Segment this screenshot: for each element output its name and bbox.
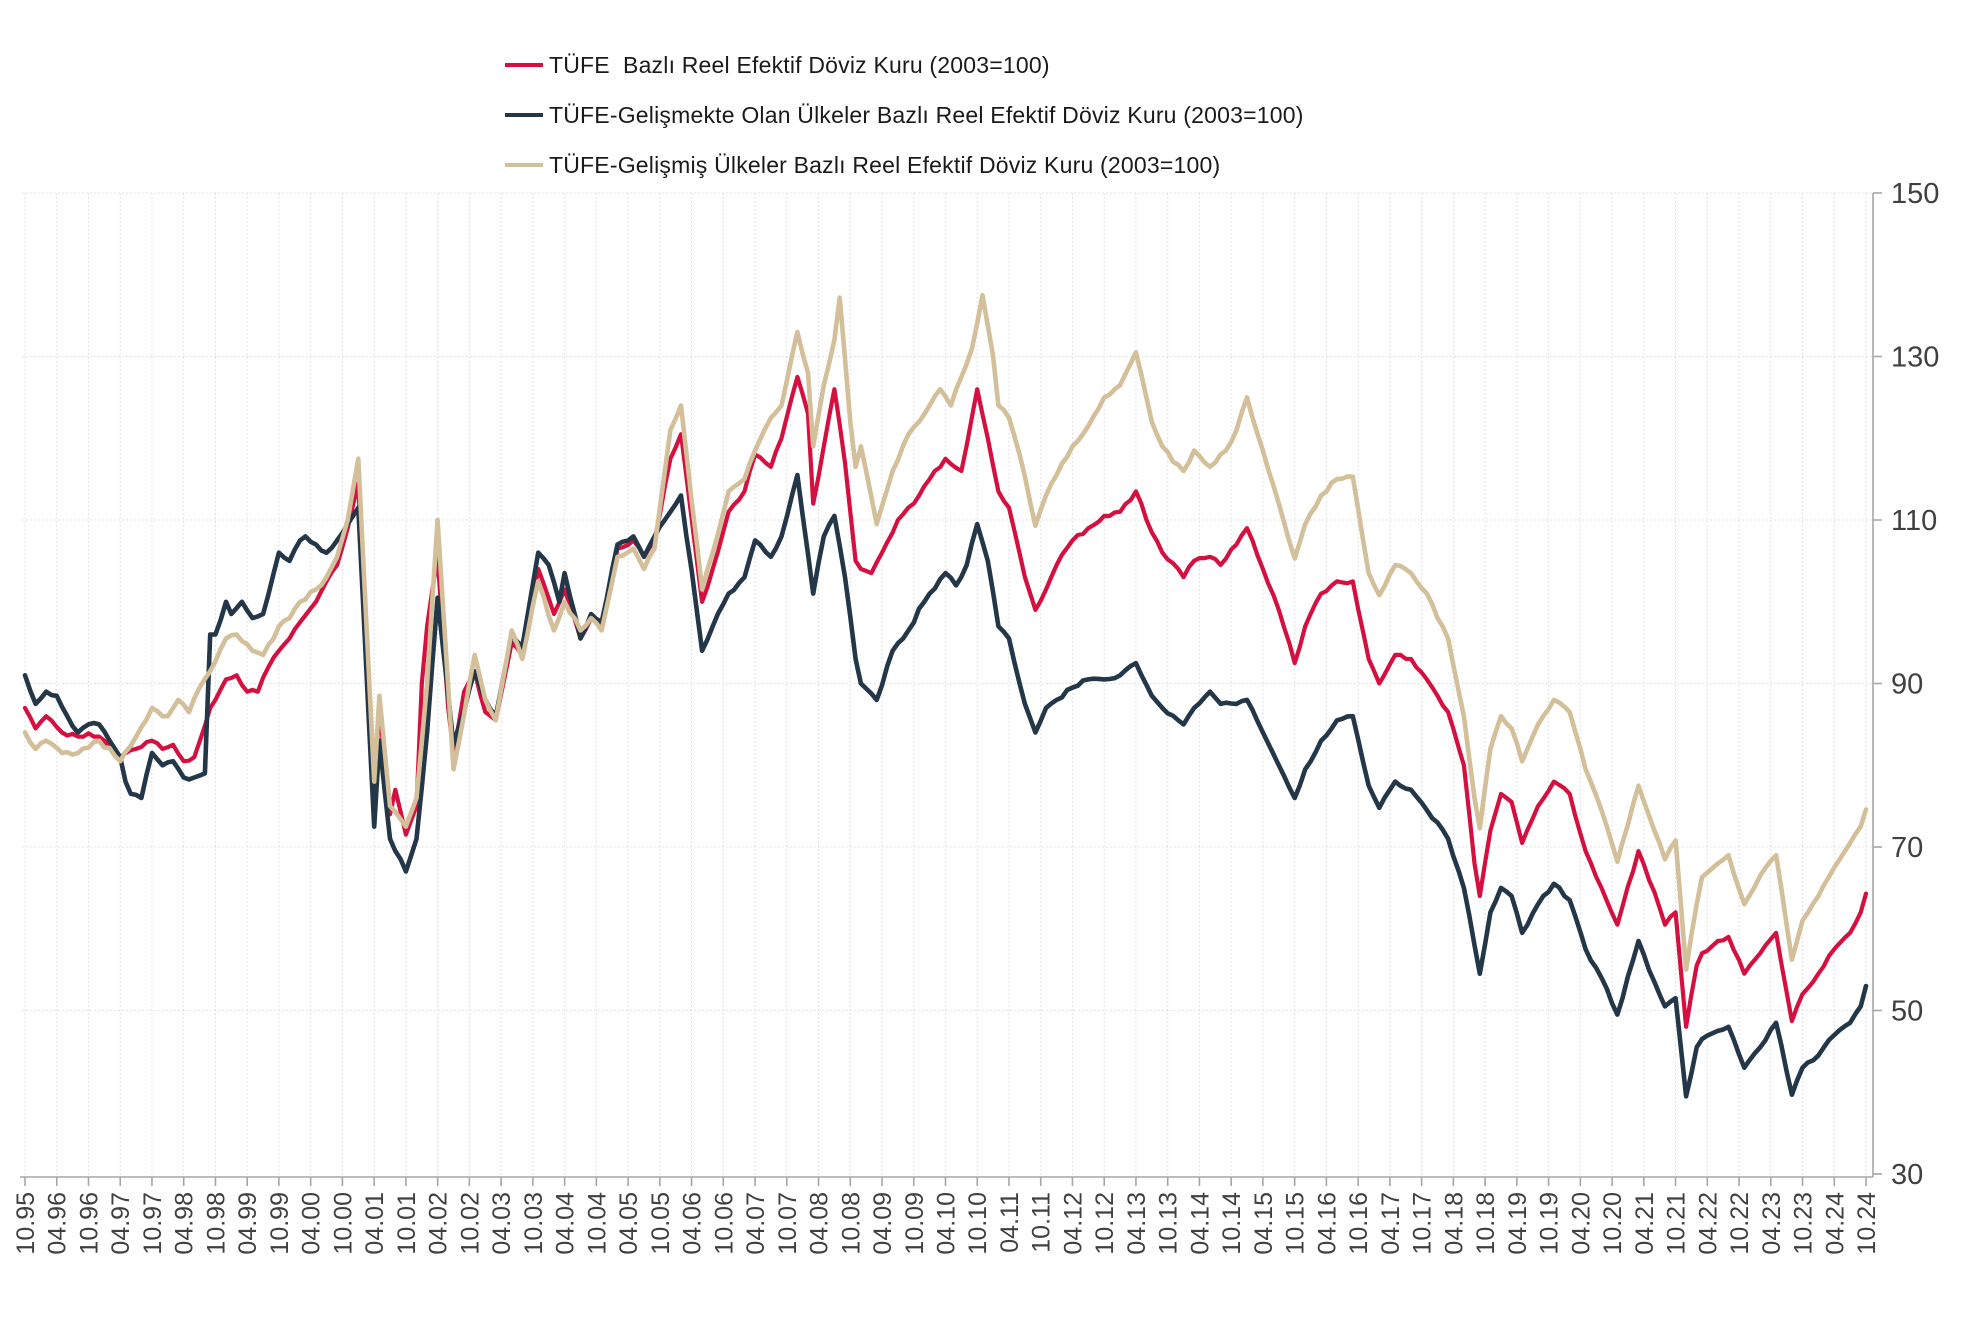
legend-label: TÜFE-Gelişmekte Olan Ülkeler Bazlı Reel … [549,101,1304,128]
x-tick-label: 04.19 [1504,1192,1532,1255]
x-tick-label: 10.06 [710,1192,738,1255]
x-tick-label: 10.99 [266,1192,294,1255]
x-tick-label: 10.95 [12,1192,40,1255]
y-tick-label: 30 [1891,1159,1923,1191]
y-tick-label: 150 [1891,178,1939,210]
legend-item-tufe: TÜFE Bazlı Reel Efektif Döviz Kuru (2003… [505,40,1304,90]
x-tick-label: 10.13 [1155,1192,1183,1255]
x-tick-label: 10.08 [837,1192,865,1255]
x-tick-label: 04.16 [1313,1192,1341,1255]
x-tick-label: 04.96 [44,1192,72,1255]
series-line-tufe-gelismekte-olan-ulkeler [22,472,1869,1099]
x-tick-label: 10.19 [1536,1192,1564,1255]
legend-line-icon [505,163,543,167]
x-tick-label: 10.15 [1282,1192,1310,1255]
x-tick-label: 10.10 [964,1192,992,1255]
x-tick-label: 10.03 [520,1192,548,1255]
x-tick-label: 04.18 [1440,1192,1468,1255]
x-tick-label: 04.05 [615,1192,643,1255]
x-tick-label: 10.21 [1663,1192,1691,1255]
chart-legend: TÜFE Bazlı Reel Efektif Döviz Kuru (2003… [505,40,1304,190]
legend-label: TÜFE-Gelişmiş Ülkeler Bazlı Reel Efektif… [549,151,1221,178]
x-tick-label: 04.04 [552,1192,580,1255]
x-tick-label: 04.08 [806,1192,834,1255]
x-tick-label: 04.98 [171,1192,199,1255]
series-line-tufe-gelismis-ulkeler [22,292,1869,972]
x-tick-label: 10.00 [329,1192,357,1255]
legend-line-icon [505,63,543,67]
x-tick-label: 04.06 [679,1192,707,1255]
x-tick-label: 10.20 [1599,1192,1627,1255]
x-tick-label: 04.22 [1694,1192,1722,1255]
x-tick-label: 10.18 [1472,1192,1500,1255]
x-tick-label: 10.24 [1853,1192,1881,1255]
x-tick-label: 10.14 [1218,1192,1246,1255]
x-tick-label: 04.23 [1758,1192,1786,1255]
y-tick-label: 50 [1891,996,1923,1028]
y-tick-label: 130 [1891,342,1939,374]
x-tick-label: 04.15 [1250,1192,1278,1255]
series-line-tufe [22,374,1869,1029]
x-tick-label: 04.17 [1377,1192,1405,1255]
y-tick-label: 70 [1891,832,1923,864]
x-tick-label: 04.11 [996,1192,1024,1253]
x-tick-label: 04.21 [1631,1192,1659,1255]
x-tick-label: 04.03 [488,1192,516,1255]
x-tick-label: 04.97 [107,1192,135,1255]
x-tick-label: 10.16 [1345,1192,1373,1255]
x-tick-label: 10.23 [1790,1192,1818,1255]
x-tick-label: 04.12 [1059,1192,1087,1255]
x-tick-label: 04.20 [1567,1192,1595,1255]
x-tick-label: 10.96 [75,1192,103,1255]
x-tick-label: 04.09 [869,1192,897,1255]
x-tick-label: 10.17 [1409,1192,1437,1255]
x-tick-label: 04.99 [234,1192,262,1255]
x-tick-label: 10.11 [1028,1192,1056,1253]
x-tick-label: 04.00 [298,1192,326,1255]
x-tick-label: 10.09 [901,1192,929,1255]
x-tick-label: 04.02 [425,1192,453,1255]
x-tick-label: 10.98 [202,1192,230,1255]
x-tick-label: 10.97 [139,1192,167,1255]
legend-item-gelismis-ulkeler: TÜFE-Gelişmiş Ülkeler Bazlı Reel Efektif… [505,140,1304,190]
x-tick-label: 10.22 [1726,1192,1754,1255]
y-tick-label: 110 [1891,505,1937,537]
legend-label: TÜFE Bazlı Reel Efektif Döviz Kuru (2003… [549,51,1050,78]
legend-item-gelismekte-olan-ulkeler: TÜFE-Gelişmekte Olan Ülkeler Bazlı Reel … [505,90,1304,140]
x-tick-label: 04.14 [1186,1192,1214,1255]
x-tick-label: 04.13 [1123,1192,1151,1255]
x-tick-label: 10.12 [1091,1192,1119,1255]
x-tick-label: 04.01 [361,1192,389,1255]
x-tick-label: 04.24 [1821,1192,1849,1255]
y-tick-label: 90 [1891,669,1923,701]
x-tick-label: 10.02 [456,1192,484,1255]
x-tick-label: 04.10 [933,1192,961,1255]
x-tick-label: 04.07 [742,1192,770,1255]
x-tick-label: 10.01 [393,1192,421,1255]
legend-line-icon [505,113,543,117]
x-tick-label: 10.04 [583,1192,611,1255]
x-tick-label: 10.07 [774,1192,802,1255]
x-tick-label: 10.05 [647,1192,675,1255]
